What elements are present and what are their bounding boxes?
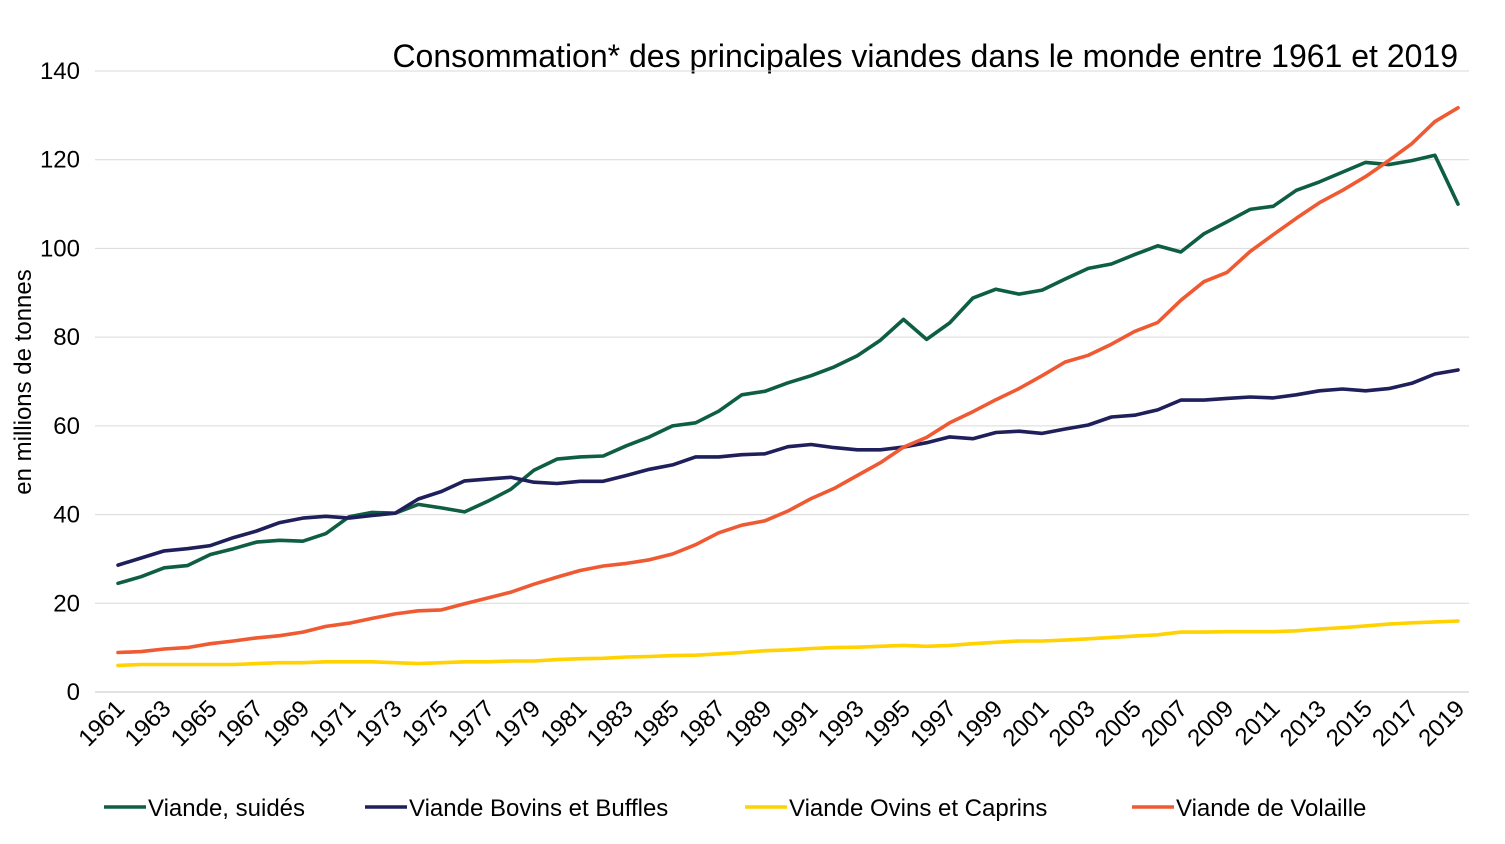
x-tick-label: 1985 [628,695,685,752]
series-line-3 [116,619,1460,668]
x-tick-label: 1997 [905,695,962,752]
x-tick-label: 2017 [1367,695,1424,752]
series-line-1 [116,153,1460,586]
x-tick-label: 1999 [951,695,1008,752]
x-tick-label: 1965 [166,695,223,752]
y-tick-label: 80 [53,324,80,351]
x-tick-label: 2001 [998,695,1055,752]
x-tick-label: 2003 [1044,695,1101,752]
x-tick-label: 2007 [1136,695,1193,752]
legend: Viande, suidés Viande Bovins et Buffles Vi… [104,795,1366,822]
x-tick-label: 1971 [304,695,361,752]
x-tick-label: 2005 [1090,695,1147,752]
legend-label-4: Viande de Volaille [1176,795,1366,822]
x-tick-label: 1983 [582,695,639,752]
x-tick-label: 1979 [489,695,546,752]
x-tick-label: 1975 [397,695,454,752]
series-line-4 [116,106,1460,655]
x-tick-label: 1995 [859,695,916,752]
x-tick-label: 1973 [351,695,408,752]
x-tick-label: 1989 [720,695,777,752]
x-tick-label: 1963 [120,695,177,752]
y-axis-ticks: 0 20 40 60 80 100 120 140 [40,58,80,706]
x-tick-label: 1961 [73,695,130,752]
legend-label-1: Viande, suidés [148,795,305,822]
x-tick-label: 2013 [1275,695,1332,752]
x-tick-label: 1967 [212,695,269,752]
x-tick-label: 2015 [1321,695,1378,752]
y-axis-label: en millions de tonnes [10,269,37,494]
x-axis-ticks: 1961196319651967196919711973197519771979… [73,695,1470,752]
y-tick-label: 100 [40,235,80,262]
x-tick-label: 2019 [1413,695,1470,752]
x-tick-label: 1981 [535,695,592,752]
x-tick-label: 1993 [813,695,870,752]
series-line-2 [116,368,1460,567]
x-tick-label: 2009 [1182,695,1239,752]
y-tick-label: 60 [53,413,80,440]
x-tick-label: 1987 [674,695,731,752]
series-lines [116,106,1460,668]
y-tick-label: 120 [40,147,80,174]
x-tick-label: 1991 [767,695,824,752]
y-tick-label: 40 [53,502,80,529]
x-tick-label: 1977 [443,695,500,752]
x-tick-label: 1969 [258,695,315,752]
legend-label-2: Viande Bovins et Buffles [409,795,668,822]
y-tick-label: 0 [67,679,80,706]
y-tick-label: 20 [53,590,80,617]
chart-title: Consommation* des principales viandes da… [392,38,1458,74]
gridlines [95,70,1469,693]
x-tick-label: 2011 [1230,695,1286,751]
y-tick-label: 140 [40,58,80,85]
legend-label-3: Viande Ovins et Caprins [789,795,1047,822]
